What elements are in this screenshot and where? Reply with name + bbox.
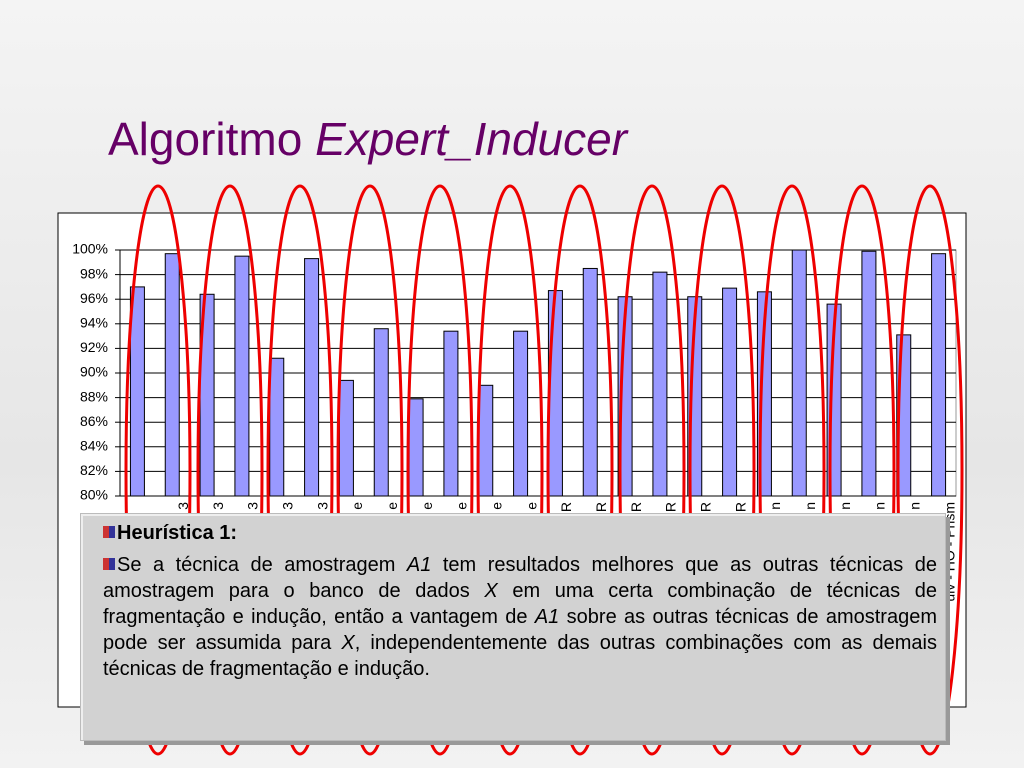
marks: 80% 82% 84% 86% 88% 90% 92% 94% 96% 98% 100% 3 3 3 3 3 e… [72, 241, 957, 602]
loop [196, 184, 264, 756]
x-tick-label: 3 [314, 502, 330, 510]
y-tick-label: 84% [80, 438, 108, 454]
bar [931, 253, 947, 497]
x-tick-label: 3 [279, 502, 295, 510]
bar [373, 328, 389, 497]
text-run: A1 [534, 606, 560, 628]
x-tick-label: R [697, 502, 713, 512]
loop [828, 184, 896, 756]
text-run: tem resultados melhores que as outras té… [103, 554, 937, 602]
loop [546, 184, 614, 756]
loop [618, 184, 686, 756]
heuristic-box: Heurística 1: Se a técnica de amostragem… [80, 513, 946, 741]
text-run: X [484, 580, 498, 602]
y-tick-label: 86% [80, 413, 108, 429]
x-tick-label: R [558, 502, 574, 512]
loop [266, 184, 334, 756]
x-tick-label: n [767, 502, 783, 510]
loop [476, 184, 544, 756]
y-tick-label: 80% [80, 487, 108, 503]
loop [336, 184, 404, 756]
text-run: A1 [406, 554, 432, 576]
y-tick-label: 92% [80, 339, 108, 355]
bar [234, 255, 250, 497]
bar [722, 287, 738, 497]
text-run: em uma certa combinação de técnicas de f… [103, 580, 937, 628]
heading: Heurística 1: [103, 520, 937, 546]
x-tick-label: R [663, 502, 679, 512]
y-tick-label: 96% [80, 290, 108, 306]
title-italic: Expert_Inducer [315, 113, 628, 165]
x-tick-label: e [454, 502, 470, 510]
loop [124, 184, 192, 756]
loop [406, 184, 474, 756]
x-tick-label: n [802, 502, 818, 510]
y-tick-label: 82% [80, 462, 108, 478]
slide-title: Algoritmo Expert_Inducer [108, 112, 627, 166]
loop [688, 184, 756, 756]
x-tick-label: e [488, 502, 504, 510]
x-tick-label: 3 [245, 502, 261, 510]
y-tick-label: 90% [80, 364, 108, 380]
loop [758, 184, 826, 756]
annotation-loops [124, 184, 964, 756]
x-tick-label: e [419, 502, 435, 510]
bar [582, 267, 598, 497]
y-tick-label: 100% [72, 241, 108, 257]
y-tick-label: 98% [80, 265, 108, 281]
x-tick-label: R [593, 502, 609, 512]
bar [304, 258, 320, 497]
text-run: sobre as outras técnicas de amostragem p… [103, 606, 937, 654]
bar [408, 398, 424, 497]
bar [791, 249, 807, 497]
heading-text: Heurística 1: [117, 522, 238, 544]
x-tick-label: 3 [210, 502, 226, 510]
bar [861, 250, 877, 497]
loop [896, 184, 964, 756]
x-tick-label: n [837, 502, 853, 510]
x-tick-label: e [523, 502, 539, 510]
bar [513, 330, 529, 497]
bar [269, 357, 285, 497]
x-tick-label: e [349, 502, 365, 510]
y-tick-label: 88% [80, 388, 108, 404]
x-tick-label: e [384, 502, 400, 510]
x-tick-label: R [628, 502, 644, 512]
text-run: X [341, 632, 355, 654]
paragraph: Se a técnica de amostragem A1 tem result… [103, 552, 937, 682]
y-tick-label: 94% [80, 315, 108, 331]
text-run: Se a técnica de amostragem [117, 554, 407, 576]
bar [443, 330, 459, 497]
x-tick-label: n [906, 502, 922, 510]
x-tick-label: 3 [175, 502, 191, 510]
x-tick-label: n [872, 502, 888, 510]
bar [338, 379, 354, 497]
title-plain: Algoritmo [108, 113, 303, 165]
text-run: , independentemente das outras combinaçõ… [103, 632, 937, 680]
bar [652, 271, 668, 497]
bar [164, 253, 180, 497]
bar [478, 384, 494, 497]
x-tick-label: R [732, 502, 748, 512]
bar [129, 286, 145, 497]
